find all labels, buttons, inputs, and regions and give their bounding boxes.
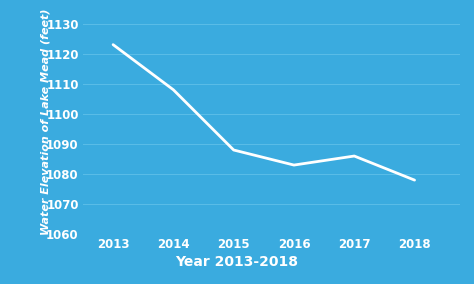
Text: Water Elevation of Lake Mead (feet): Water Elevation of Lake Mead (feet) <box>41 8 51 235</box>
Text: Year 2013-2018: Year 2013-2018 <box>175 255 299 269</box>
